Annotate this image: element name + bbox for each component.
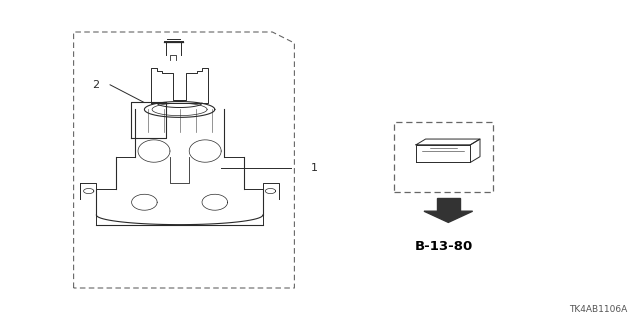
Polygon shape [437,198,460,211]
Text: 2: 2 [92,80,99,90]
Bar [394,122,493,192]
Polygon shape [424,211,473,222]
Text: B-13-80: B-13-80 [414,240,473,253]
Text: TK4AB1106A: TK4AB1106A [569,305,627,314]
Text: 1: 1 [310,163,317,173]
